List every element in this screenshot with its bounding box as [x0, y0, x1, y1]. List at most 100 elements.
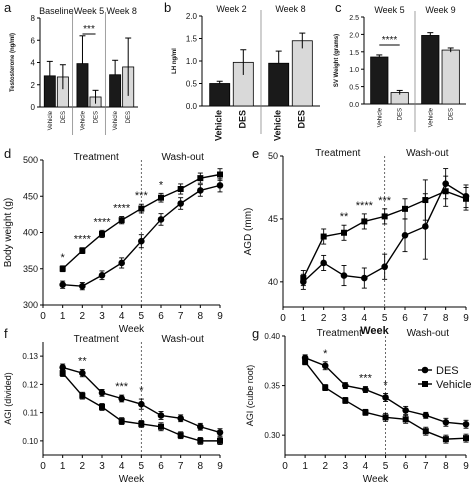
- data-point: [138, 205, 145, 212]
- data-point: [99, 403, 105, 410]
- x-tick-label: 7: [423, 313, 429, 324]
- x-tick-label: DES: [94, 111, 100, 123]
- group-label: Week 8: [275, 4, 305, 14]
- data-point: [462, 192, 470, 200]
- data-point: [138, 400, 145, 408]
- y-tick-label: 6: [31, 36, 36, 45]
- data-point: [98, 271, 106, 279]
- x-tick-label: 5: [139, 311, 145, 322]
- x-tick-label: DES: [126, 111, 132, 123]
- data-point: [197, 437, 204, 444]
- data-point: [442, 436, 449, 443]
- data-point: [422, 412, 430, 419]
- x-tick-label: 1: [301, 313, 307, 324]
- x-tick-label: 2: [80, 461, 86, 472]
- significance-label: ***: [378, 195, 392, 207]
- phase-label: Treatment: [74, 334, 119, 345]
- x-tick-label: Vehicle: [377, 107, 383, 127]
- x-tick-label: DES: [237, 110, 247, 129]
- panel-c: c 0.0 0.5 1.0 1.5 2.0 2.5 SV Weight (grams) Week…: [334, 0, 466, 132]
- data-point: [138, 420, 145, 427]
- significance-label: ****: [356, 200, 374, 212]
- x-tick-label: 6: [158, 461, 164, 472]
- x-tick-label: Vehicle: [428, 107, 434, 127]
- data-point: [138, 237, 145, 245]
- x-tick-label: 3: [99, 311, 105, 322]
- data-point: [402, 205, 408, 212]
- x-tick-label: Vehicle: [80, 110, 86, 130]
- x-axis-label: Week: [119, 324, 145, 335]
- data-point: [197, 187, 204, 194]
- y-axis-label: LH ng/ml: [172, 48, 178, 74]
- y-tick-label: 0.13: [22, 352, 38, 361]
- group-label: Week 5: [74, 6, 104, 16]
- data-point: [463, 435, 469, 442]
- panel-letter: b: [164, 0, 171, 15]
- y-tick-label: 0.12: [22, 380, 38, 389]
- x-tick-label: DES: [61, 111, 67, 123]
- panel-letter: e: [252, 146, 259, 161]
- x-tick-label: 0: [40, 311, 46, 322]
- data-point: [177, 186, 184, 192]
- significance-label: *: [323, 348, 328, 360]
- x-tick-label: 9: [463, 461, 469, 472]
- x-tick-label: 8: [198, 311, 204, 322]
- x-tick-label: 9: [463, 313, 469, 324]
- data-point: [177, 414, 184, 422]
- y-tick-label: 350: [23, 264, 38, 274]
- significance-label: *: [383, 380, 388, 392]
- x-tick-label: 6: [158, 311, 164, 322]
- x-tick-label: Vehicle: [113, 110, 119, 130]
- data-point: [300, 278, 307, 286]
- data-point: [59, 281, 66, 289]
- phase-label: Treatment: [74, 152, 119, 163]
- x-tick-label: Vehicle: [48, 110, 54, 130]
- group-label: Week 8: [106, 6, 136, 16]
- x-tick-label: 4: [119, 311, 125, 322]
- data-point: [362, 409, 369, 416]
- phase-label: Wash-out: [161, 152, 204, 163]
- data-point: [320, 259, 327, 267]
- data-point: [157, 216, 165, 223]
- data-point: [302, 358, 309, 365]
- panel-b: b 0.0 0.5 1.0 1.5 2.0 LH ng/ml Week 2 Week 8 Vehi…: [164, 0, 320, 141]
- group-label: Week 2: [216, 4, 246, 14]
- significance-label: ****: [74, 234, 92, 246]
- data-point: [79, 392, 86, 399]
- data-point: [422, 428, 429, 435]
- data-point: [342, 397, 349, 404]
- data-point: [158, 194, 164, 201]
- y-tick-label: 2.0: [349, 32, 359, 39]
- y-axis-label: AGI (divided): [3, 372, 13, 425]
- x-tick-label: 2: [80, 311, 86, 322]
- y-tick-label: 4: [31, 59, 36, 68]
- data-point: [341, 229, 347, 236]
- x-tick-label: DES: [449, 108, 455, 120]
- data-point: [177, 200, 184, 207]
- y-tick-label: 40: [268, 277, 278, 287]
- x-tick-label: Vehicle: [273, 110, 283, 141]
- data-point: [442, 418, 450, 426]
- data-point: [118, 259, 125, 267]
- bar: [43, 75, 56, 108]
- x-tick-label: 7: [178, 461, 184, 472]
- data-point: [59, 370, 66, 377]
- data-point: [340, 272, 348, 279]
- data-point: [59, 364, 66, 371]
- panel-f: f 0.10 0.11 0.12 0.13 AGI (divided) 0 1 2 3 4 5 6 7 8 9…: [3, 326, 224, 485]
- data-point: [422, 223, 429, 230]
- y-tick-label: 50: [268, 151, 278, 161]
- data-point: [321, 362, 329, 370]
- x-tick-label: 4: [119, 461, 125, 472]
- y-tick-label: 45: [268, 214, 278, 224]
- y-axis-label: Body weight (g): [3, 198, 14, 267]
- x-tick-label: 3: [99, 461, 105, 472]
- data-point: [197, 423, 204, 431]
- x-tick-label: 5: [382, 313, 388, 324]
- group-label: Week 9: [425, 5, 455, 15]
- y-tick-label: 400: [23, 228, 38, 238]
- data-point: [442, 180, 449, 187]
- y-tick-label: 0.40: [264, 332, 280, 341]
- data-point: [382, 414, 389, 421]
